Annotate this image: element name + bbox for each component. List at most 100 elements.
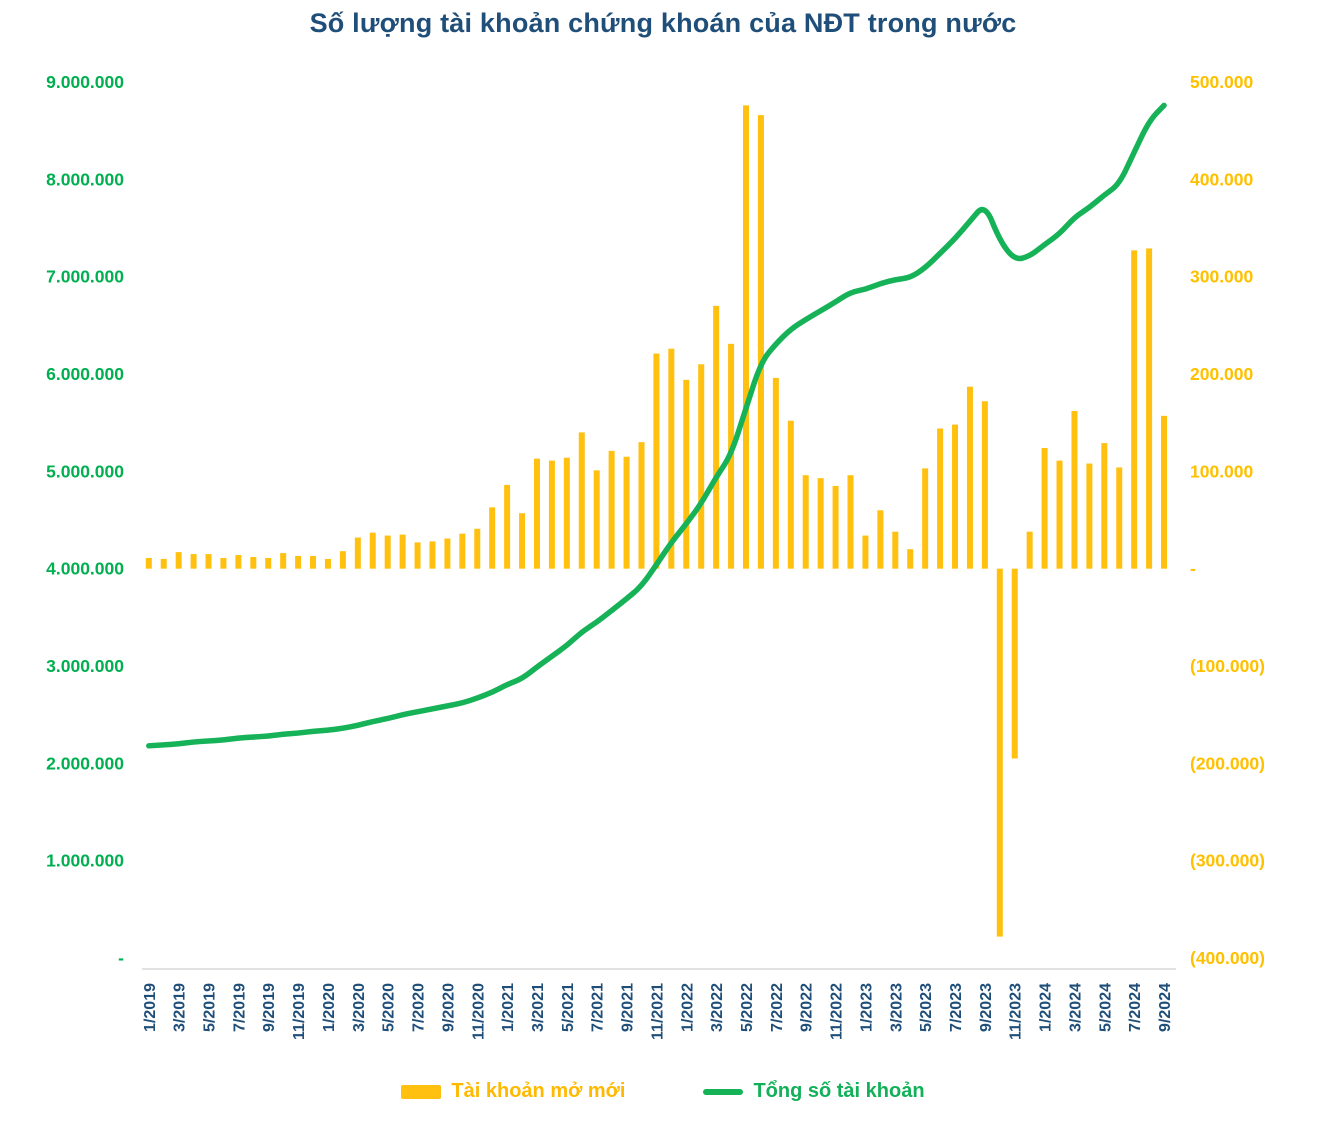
x-axis-tick-label: 5/2020: [381, 983, 398, 1032]
left-axis-tick-label: 5.000.000: [46, 461, 124, 481]
bar-12/2022: [847, 475, 854, 569]
bar-3/2023: [892, 531, 899, 569]
left-axis-tick-label: 8.000.000: [46, 169, 124, 189]
right-axis-tick-label: 300.000: [1190, 267, 1254, 287]
right-axis-tick-label: 200.000: [1190, 364, 1254, 384]
bar-11/2023: [1011, 568, 1018, 759]
x-axis-tick-label: 7/2021: [590, 983, 607, 1032]
x-axis-tick-label: 1/2023: [858, 983, 875, 1032]
bar-7/2019: [235, 555, 242, 569]
right-axis-tick-label: 100.000: [1190, 461, 1254, 481]
legend-bar-label: Tài khoản mở mới: [451, 1080, 626, 1102]
bar-9/2024: [1161, 415, 1168, 569]
x-axis-tick-label: 7/2022: [769, 983, 786, 1032]
bar-5/2024: [1101, 443, 1108, 569]
x-axis-tick-label: 9/2024: [1157, 983, 1174, 1032]
left-axis-tick-label: 1.000.000: [46, 851, 124, 871]
bar-2/2021: [519, 513, 526, 569]
bar-12/2019: [310, 556, 317, 569]
bar-7/2021: [593, 470, 600, 569]
bar-9/2019: [265, 557, 272, 569]
right-axis-tick-label: 400.000: [1190, 169, 1254, 189]
bar-5/2020: [384, 535, 391, 569]
chart-legend: Tài khoản mở mới Tổng số tài khoản: [0, 1080, 1326, 1103]
x-axis-tick-label: 9/2020: [440, 983, 457, 1032]
bar-series-swatch-icon: [401, 1084, 442, 1099]
x-axis-tick-label: 7/2024: [1127, 983, 1144, 1032]
bar-8/2023: [966, 386, 973, 569]
bar-2/2024: [1056, 460, 1063, 569]
bar-5/2021: [563, 457, 570, 569]
bar-4/2024: [1086, 463, 1093, 569]
x-axis-tick-label: 1/2021: [500, 983, 517, 1032]
chart-title: Số lượng tài khoản chứng khoán của NĐT t…: [309, 8, 1017, 38]
bar-9/2020: [444, 538, 451, 569]
x-axis-tick-label: 3/2020: [351, 983, 368, 1032]
left-axis-tick-label: 4.000.000: [46, 559, 124, 579]
bar-8/2020: [429, 541, 436, 569]
bar-7/2024: [1131, 250, 1138, 569]
bar-10/2021: [638, 442, 645, 569]
x-axis-tick-label: 11/2021: [649, 983, 666, 1040]
left-axis-tick-label: 3.000.000: [46, 656, 124, 676]
bar-2/2023: [877, 510, 884, 569]
bar-7/2020: [414, 542, 421, 569]
bar-11/2020: [474, 528, 481, 569]
x-axis-tick-label: 11/2019: [291, 983, 308, 1040]
bar-4/2023: [907, 549, 914, 569]
left-axis-tick-label: 6.000.000: [46, 364, 124, 384]
right-axis-tick-label: -: [1190, 559, 1196, 579]
legend-item-new-accounts: Tài khoản mở mới: [401, 1080, 625, 1103]
bar-1/2024: [1041, 447, 1048, 569]
total-accounts-line: [146, 102, 1167, 749]
x-axis-tick-label: 3/2024: [1067, 983, 1084, 1032]
bar-6/2021: [578, 432, 585, 569]
bar-6/2019: [220, 557, 227, 569]
x-axis-tick-label: 5/2022: [739, 983, 756, 1032]
left-axis-tick-label: 7.000.000: [46, 267, 124, 287]
right-axis-tick-label: 500.000: [1190, 72, 1254, 92]
left-axis-tick-label: -: [118, 948, 124, 968]
legend-item-total-accounts: Tổng số tài khoản: [703, 1080, 925, 1103]
bar-3/2020: [354, 537, 361, 569]
bar-1/2022: [683, 379, 690, 569]
bar-1/2021: [504, 484, 511, 569]
x-axis-tick-label: 5/2024: [1097, 983, 1114, 1032]
line-series-swatch-icon: [703, 1088, 744, 1095]
x-axis-tick-label: 9/2021: [620, 983, 637, 1032]
x-axis-tick-label: 1/2022: [679, 983, 696, 1032]
bar-10/2019: [280, 553, 287, 569]
right-axis-tick-label: (200.000): [1190, 753, 1265, 773]
x-axis-tick-label: 7/2019: [231, 983, 248, 1032]
bar-12/2021: [668, 348, 675, 569]
bar-11/2019: [295, 556, 302, 569]
bar-4/2021: [548, 460, 555, 569]
x-axis-tick-label: 1/2024: [1038, 983, 1055, 1032]
bar-9/2023: [981, 401, 988, 569]
bar-8/2024: [1146, 248, 1153, 569]
bar-2/2019: [160, 558, 167, 569]
bar-5/2019: [205, 554, 212, 569]
bar-5/2023: [922, 468, 929, 569]
bar-2/2020: [339, 551, 346, 569]
x-axis-tick-label: 3/2022: [709, 983, 726, 1032]
bar-6/2024: [1116, 467, 1123, 569]
x-axis-tick-label: 1/2019: [142, 983, 159, 1032]
x-axis-tick-label: 7/2023: [948, 983, 965, 1032]
bar-12/2023: [1026, 531, 1033, 569]
bar-5/2022: [743, 105, 749, 569]
right-axis-tick-label: (100.000): [1190, 656, 1265, 676]
bar-4/2020: [369, 532, 376, 569]
bar-7/2022: [772, 377, 779, 569]
bar-8/2022: [787, 420, 794, 569]
x-axis-tick-label: 11/2022: [829, 983, 846, 1040]
x-axis-tick-label: 7/2020: [411, 983, 428, 1032]
bar-1/2023: [862, 535, 869, 569]
bar-3/2021: [533, 458, 540, 569]
bar-8/2021: [608, 450, 615, 569]
bar-10/2022: [817, 478, 824, 569]
x-axis-tick-label: 3/2021: [530, 983, 547, 1032]
left-axis-tick-label: 2.000.000: [46, 753, 124, 773]
bar-3/2024: [1071, 410, 1078, 569]
